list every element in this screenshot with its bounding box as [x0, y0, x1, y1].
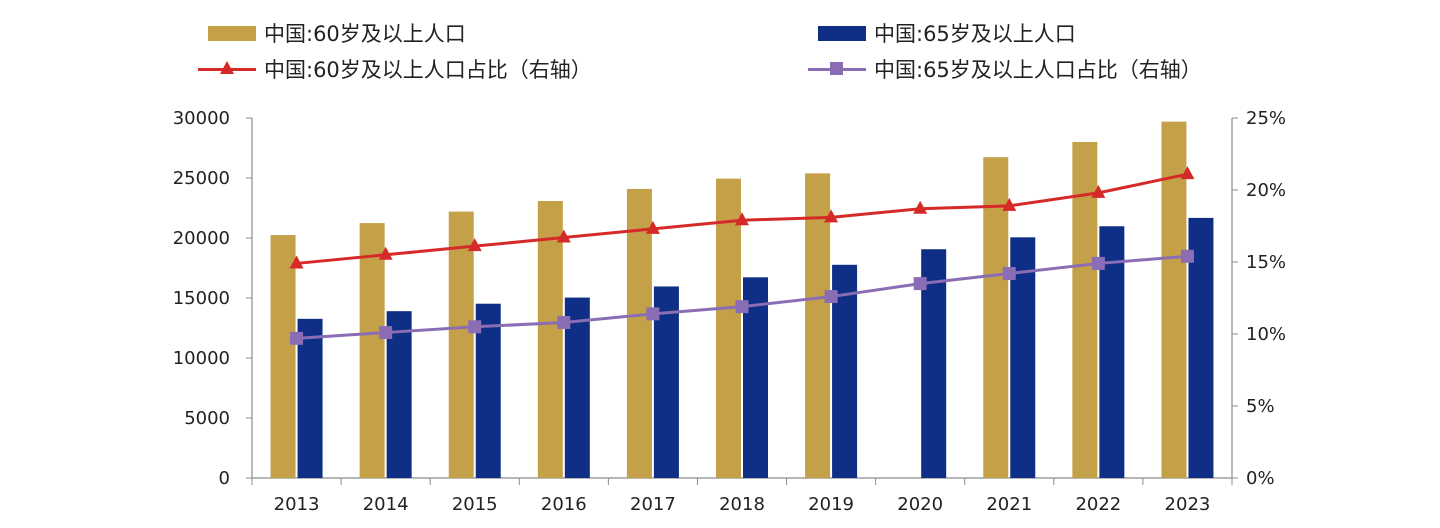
x-axis-tick-label: 2021 — [986, 494, 1032, 515]
right-axis-tick-label: 20% — [1246, 180, 1286, 201]
bar-60-plus — [270, 235, 296, 478]
x-axis-tick-label: 2018 — [719, 494, 765, 515]
right-axis-tick-label: 5% — [1246, 396, 1275, 417]
point-65-plus-share — [913, 277, 927, 291]
point-65-plus-share — [468, 320, 482, 334]
x-axis-tick-label: 2015 — [452, 494, 498, 515]
point-60-plus-share — [1091, 184, 1106, 198]
left-axis-tick-label: 25000 — [173, 168, 230, 189]
right-axis-tick-label: 0% — [1246, 468, 1275, 489]
right-axis-tick-label: 10% — [1246, 324, 1286, 345]
legend-item-65-plus-share: 中国:65岁及以上人口占比（右轴） — [808, 54, 1202, 84]
legend-item-60-plus-population: 中国:60岁及以上人口 — [208, 18, 466, 48]
x-axis-tick-label: 2013 — [274, 494, 320, 515]
point-65-plus-share — [290, 331, 304, 345]
legend-swatch-red-line — [198, 59, 256, 79]
left-axis-tick-label: 30000 — [173, 108, 230, 129]
point-65-plus-share — [379, 326, 393, 340]
point-65-plus-share — [824, 290, 838, 304]
point-60-plus-share — [467, 238, 482, 252]
point-60-plus-share — [1002, 197, 1017, 211]
left-axis-tick-label: 10000 — [173, 348, 230, 369]
x-axis-tick-label: 2014 — [363, 494, 409, 515]
bar-60-plus — [448, 211, 474, 478]
left-axis-tick-label: 0 — [219, 468, 230, 489]
x-axis-tick-label: 2022 — [1075, 494, 1121, 515]
left-axis-tick-label: 15000 — [173, 288, 230, 309]
bar-65-plus — [297, 318, 323, 478]
point-65-plus-share — [735, 300, 749, 314]
x-axis-tick-label: 2023 — [1165, 494, 1211, 515]
legend-swatch-navy-bar — [818, 25, 866, 41]
point-60-plus-share — [1180, 166, 1195, 180]
bar-60-plus — [359, 223, 385, 478]
left-axis-tick-label: 5000 — [184, 408, 230, 429]
legend-item-60-plus-share: 中国:60岁及以上人口占比（右轴） — [198, 54, 592, 84]
left-axis-tick-label: 20000 — [173, 228, 230, 249]
line-65-plus-share — [296, 254, 1188, 340]
x-axis-tick-label: 2017 — [630, 494, 676, 515]
legend-label: 中国:60岁及以上人口占比（右轴） — [264, 58, 592, 82]
bar-60-plus — [1161, 121, 1187, 479]
legend-label: 中国:60岁及以上人口 — [264, 22, 466, 46]
x-axis-tick-label: 2020 — [897, 494, 943, 515]
point-65-plus-share — [1180, 249, 1194, 263]
triangle-marker-icon — [220, 61, 234, 74]
x-axis-tick-label: 2016 — [541, 494, 587, 515]
bar-60-plus — [805, 173, 831, 478]
point-65-plus-share — [1091, 256, 1105, 270]
point-65-plus-share — [1002, 267, 1016, 281]
legend-swatch-purple-line — [808, 59, 866, 79]
legend-swatch-gold-bar — [208, 25, 256, 41]
bar-60-plus — [537, 200, 563, 478]
point-60-plus-share — [289, 255, 304, 269]
point-60-plus-share — [824, 209, 839, 223]
bar-60-plus — [716, 178, 741, 478]
point-60-plus-share — [913, 200, 928, 214]
point-60-plus-share — [556, 229, 571, 243]
square-marker-icon — [830, 62, 843, 75]
x-axis-tick-label: 2019 — [808, 494, 854, 515]
bar-60-plus — [626, 188, 652, 479]
point-60-plus-share — [735, 212, 749, 226]
right-axis-tick-label: 25% — [1246, 108, 1286, 129]
right-axis-tick-label: 15% — [1246, 252, 1286, 273]
point-65-plus-share — [646, 307, 660, 321]
bar-60-plus — [1072, 141, 1098, 478]
legend-label: 中国:65岁及以上人口占比（右轴） — [874, 58, 1202, 82]
legend-item-65-plus-population: 中国:65岁及以上人口 — [818, 18, 1076, 48]
legend-label: 中国:65岁及以上人口 — [874, 22, 1076, 46]
point-60-plus-share — [645, 220, 660, 234]
point-60-plus-share — [378, 246, 393, 260]
point-65-plus-share — [557, 315, 571, 329]
